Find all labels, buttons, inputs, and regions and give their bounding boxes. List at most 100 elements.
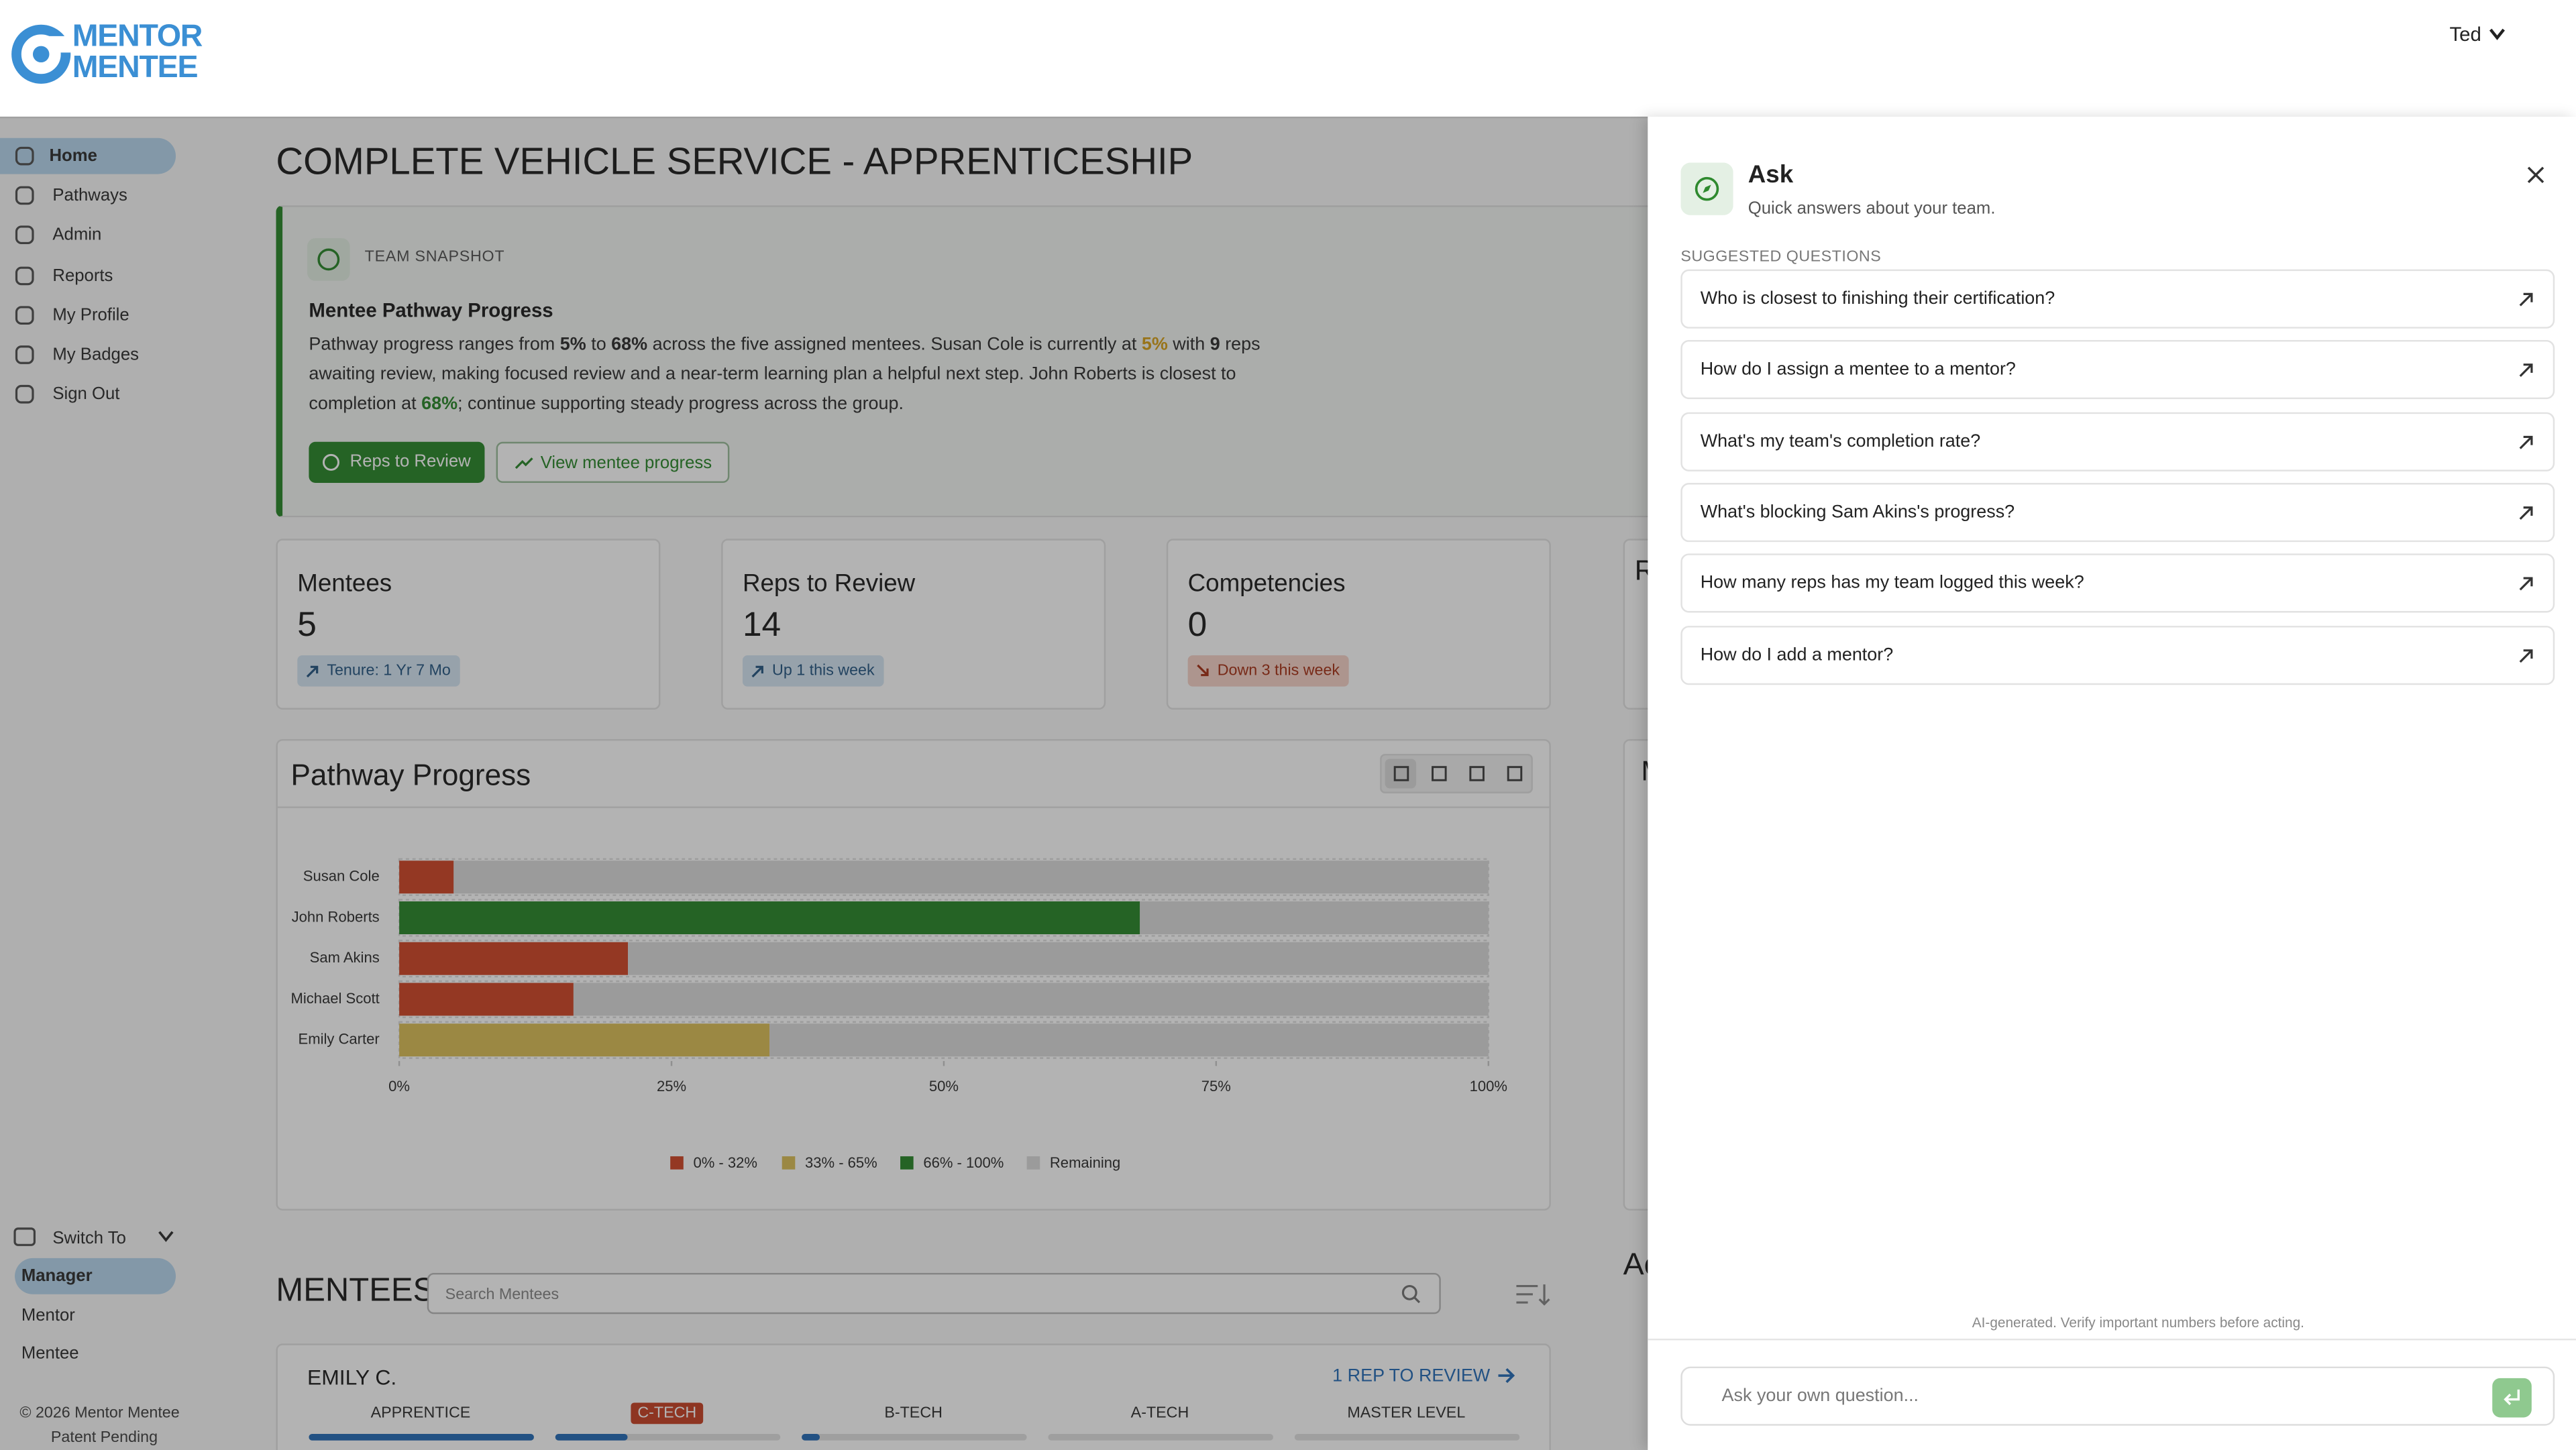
legend-swatch (1026, 1156, 1040, 1170)
search-box[interactable]: Search Mentees (427, 1272, 1441, 1315)
y-tick-label: Emily Carter (299, 1031, 380, 1048)
suggested-question[interactable]: How do I add a mentor? (1680, 624, 2555, 685)
level-text: A-TECH (1130, 1404, 1189, 1423)
level-text: B-TECH (884, 1404, 943, 1423)
role-item[interactable]: Mentor (21, 1304, 75, 1325)
nav-icon (15, 345, 34, 364)
y-tick-label: Sam Akins (310, 949, 380, 966)
toolbar-icon (1432, 766, 1447, 781)
y-tick-label: Susan Cole (303, 868, 380, 885)
patent: Patent Pending (50, 1429, 158, 1447)
divider (1648, 1338, 2576, 1341)
stat-label: Reps to Review (742, 569, 916, 598)
toolbar-button[interactable] (1423, 759, 1454, 788)
logo-icon (11, 24, 71, 84)
x-tick-label: 75% (1201, 1078, 1231, 1095)
ask-icon (1680, 162, 1733, 215)
snapshot-text-part: 68% (421, 394, 458, 414)
question-text: What's blocking Sam Akins's progress? (1700, 502, 2015, 522)
snapshot-text-part: ; continue supporting steady progress ac… (458, 394, 904, 414)
suggested-question[interactable]: What's blocking Sam Akins's progress? (1680, 482, 2555, 542)
level-text: C-TECH (631, 1402, 704, 1425)
x-tick-label: 25% (657, 1078, 686, 1095)
toolbar-button[interactable] (1498, 759, 1529, 788)
snapshot-text-part: to (586, 335, 612, 355)
chevron (2489, 28, 2505, 40)
switch-icon (13, 1227, 36, 1246)
stat-value: 5 (297, 606, 317, 645)
toolbar-button[interactable] (1460, 759, 1492, 788)
question-text: How do I add a mentor? (1700, 645, 1894, 665)
arrow-icon (2519, 506, 2533, 520)
view-toolbar (1380, 754, 1533, 793)
bar (399, 860, 454, 894)
trend-icon (306, 665, 319, 678)
role-item[interactable]: Manager (21, 1266, 93, 1286)
header (0, 0, 2576, 119)
nav-item[interactable]: Sign Out (52, 384, 120, 404)
suggested-question[interactable]: What's my team's completion rate? (1680, 411, 2555, 471)
stat-badge: Up 1 this week (742, 655, 885, 687)
button-label: View mentee progress (540, 453, 712, 473)
row-outline (398, 980, 1490, 1019)
nav-item[interactable]: My Badges (52, 345, 140, 365)
logo-text: MENTOR (72, 19, 203, 54)
disclaimer: AI-generated. Verify important numbers b… (1972, 1314, 2304, 1331)
snapshot-text-part: with (1167, 335, 1210, 355)
arrow-icon (2519, 292, 2533, 306)
legend-label: 66% - 100% (923, 1154, 1004, 1171)
role-item[interactable]: Mentee (21, 1343, 79, 1363)
level-label: C-TECH (552, 1402, 782, 1425)
bar (399, 942, 629, 975)
question-text: What's my team's completion rate? (1700, 431, 1981, 451)
snapshot-text-part: 5% (559, 335, 586, 355)
legend-swatch (782, 1156, 796, 1170)
nav-item[interactable]: Admin (52, 225, 102, 245)
level-label: APPRENTICE (306, 1404, 536, 1423)
nav-item[interactable]: My Profile (52, 305, 129, 325)
review-link[interactable]: 1 REP TO REVIEW (1332, 1366, 1491, 1386)
level-fill (555, 1433, 628, 1441)
close-button[interactable] (2527, 166, 2545, 184)
arrow-icon (2519, 577, 2533, 591)
snapshot-heading: Mentee Pathway Progress (309, 298, 553, 323)
row-outline (398, 899, 1490, 937)
row-outline (398, 858, 1490, 896)
modal-overlay (0, 116, 1648, 1450)
nav-item[interactable]: Home (49, 146, 97, 166)
send-button[interactable] (2492, 1378, 2532, 1418)
section-label: SUGGESTED QUESTIONS (1680, 247, 1882, 266)
snapshot-text-part: 5% (1141, 335, 1168, 355)
switch-to[interactable]: Switch To (52, 1228, 126, 1249)
view-progress-button[interactable]: View mentee progress (496, 441, 730, 484)
trend-icon (751, 665, 763, 678)
ask-title: Ask (1748, 161, 1794, 189)
toolbar-icon (1469, 766, 1485, 781)
level-label: B-TECH (798, 1404, 1028, 1423)
chart-title: Pathway Progress (290, 759, 531, 792)
level-text: MASTER LEVEL (1347, 1404, 1466, 1423)
stat-label: Competencies (1187, 569, 1346, 598)
reps-to-review-button[interactable]: Reps to Review (309, 441, 485, 484)
bar (453, 860, 1489, 894)
suggested-question[interactable]: How do I assign a mentee to a mentor? (1680, 340, 2555, 400)
bar (1140, 901, 1489, 934)
trend-icon (1197, 664, 1209, 677)
question-text: Who is closest to finishing their certif… (1700, 289, 2055, 309)
search-placeholder: Search Mentees (445, 1286, 559, 1304)
suggested-question[interactable]: Who is closest to finishing their certif… (1680, 269, 2555, 329)
y-tick-label: Michael Scott (290, 990, 379, 1007)
nav-icon (15, 385, 34, 404)
level-track (802, 1433, 1027, 1441)
ask-subtitle: Quick answers about your team. (1748, 199, 1996, 219)
x-tick-label: 100% (1470, 1078, 1507, 1095)
nav-item[interactable]: Pathways (52, 186, 127, 206)
mentee-name: EMILY C. (307, 1365, 397, 1390)
toolbar-button[interactable] (1385, 759, 1417, 789)
ask-input[interactable]: Ask your own question... (1680, 1366, 2555, 1426)
nav-item[interactable]: Reports (52, 265, 113, 286)
user-menu[interactable]: Ted (2449, 23, 2481, 46)
level-label: A-TECH (1045, 1404, 1275, 1423)
level-fill (309, 1433, 534, 1441)
suggested-question[interactable]: How many reps has my team logged this we… (1680, 553, 2555, 613)
